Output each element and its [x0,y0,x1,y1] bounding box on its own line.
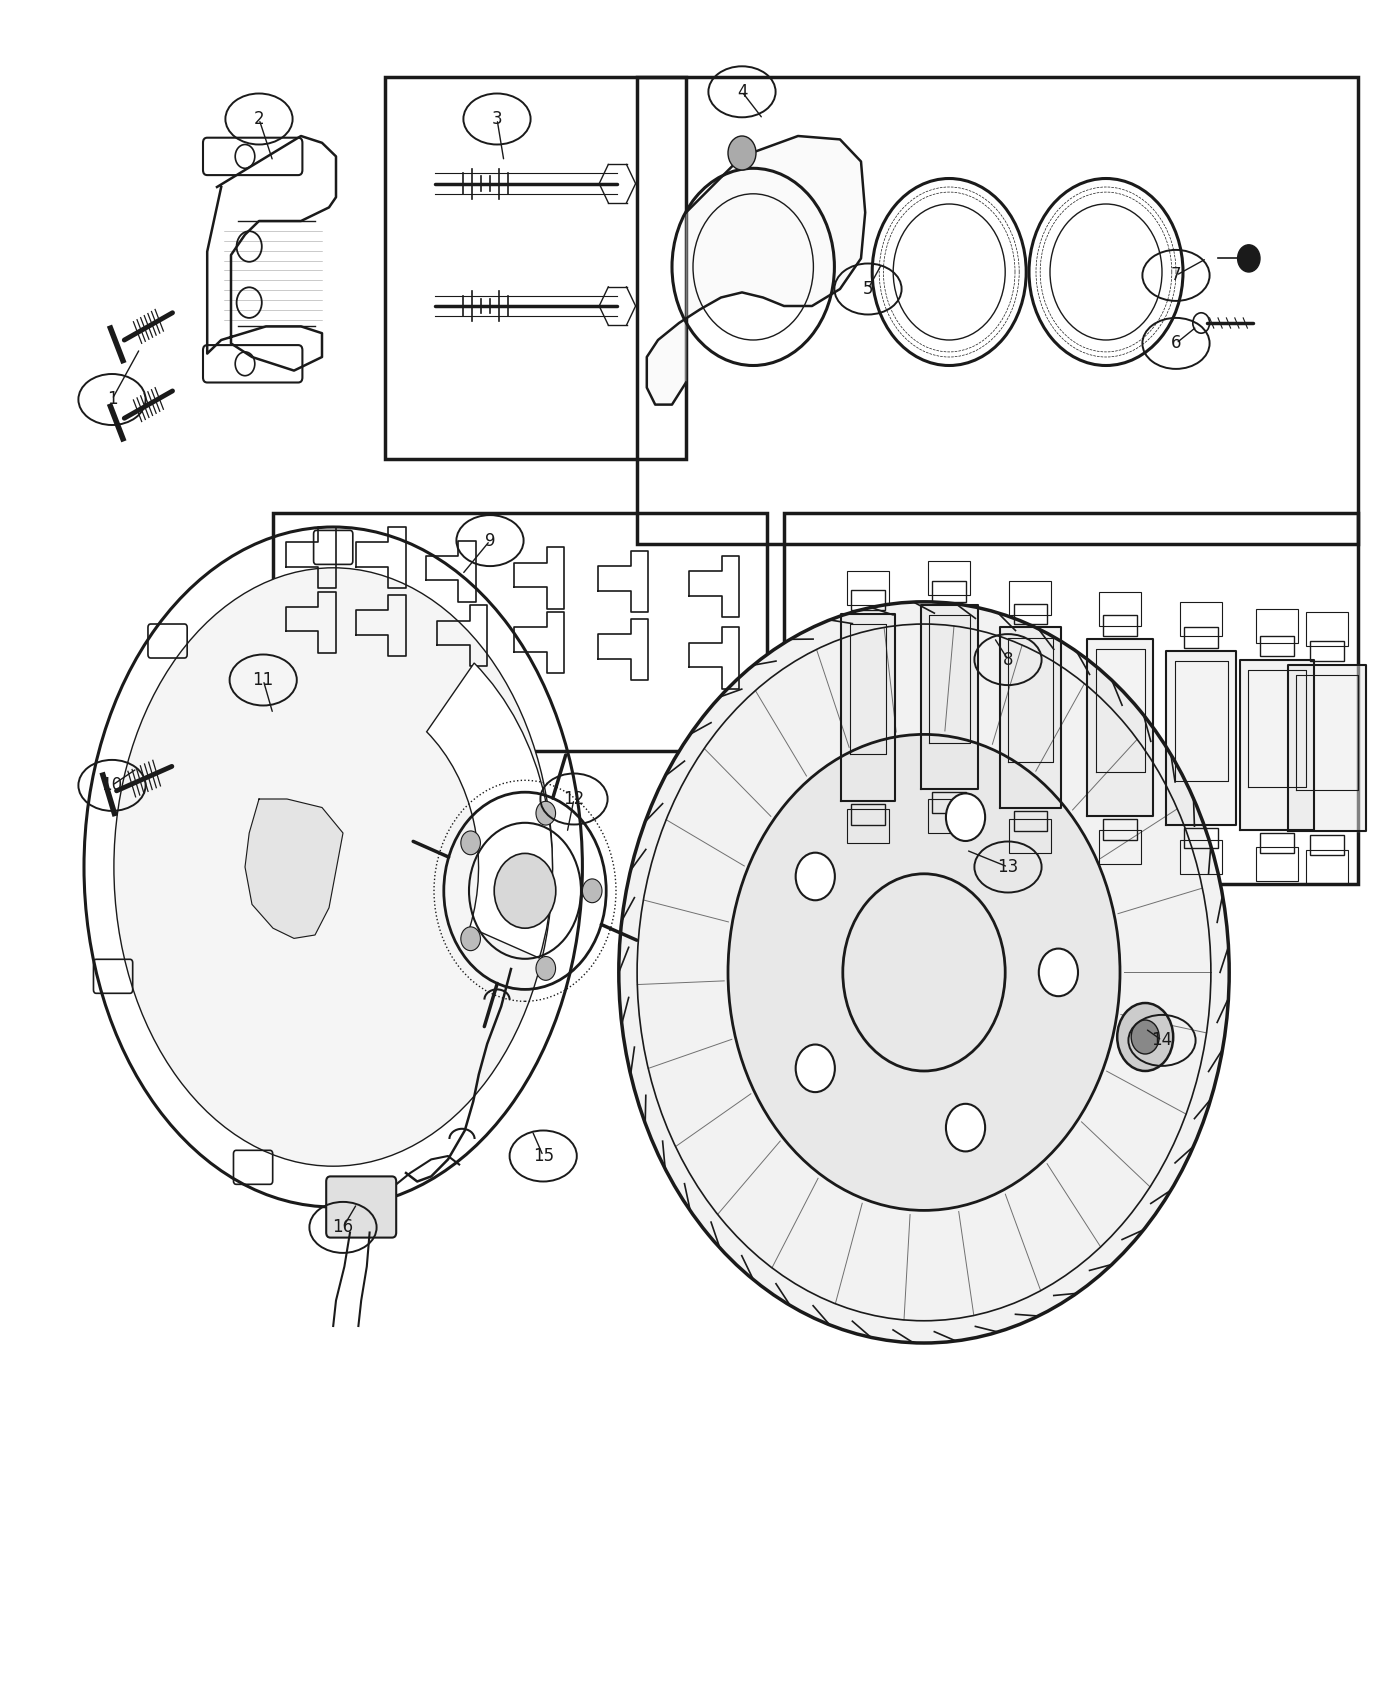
Bar [932,581,966,602]
Bar [1009,581,1051,615]
Bar [1184,828,1218,848]
Bar [273,513,767,751]
Text: 12: 12 [563,790,585,807]
Circle shape [619,602,1229,1343]
Bar [1260,833,1294,853]
Bar [932,792,966,813]
Circle shape [1131,1020,1159,1054]
Bar [851,804,885,824]
Circle shape [536,957,556,981]
Text: 13: 13 [997,858,1019,876]
Bar [847,809,889,843]
Polygon shape [1088,639,1154,816]
Bar [1256,847,1298,881]
Bar [851,590,885,610]
Bar [1256,609,1298,643]
Text: 15: 15 [532,1148,554,1164]
Bar [385,76,686,459]
Circle shape [946,794,986,842]
Circle shape [582,879,602,903]
Circle shape [494,853,556,928]
Text: 5: 5 [862,280,874,297]
Text: 10: 10 [101,777,123,794]
Bar [1099,830,1141,864]
Circle shape [946,1103,986,1151]
Circle shape [795,1044,834,1091]
Polygon shape [1166,651,1236,824]
Bar [1014,811,1047,831]
Bar [1306,612,1348,646]
Bar [1260,636,1294,656]
Ellipse shape [113,568,553,1166]
Text: 11: 11 [252,672,274,688]
Text: 7: 7 [1170,267,1182,284]
Circle shape [795,853,834,901]
Polygon shape [921,605,977,789]
Bar [1310,835,1344,855]
Polygon shape [841,614,895,801]
Bar [847,571,889,605]
Bar [1009,819,1051,853]
Text: 6: 6 [1170,335,1182,352]
Polygon shape [647,136,865,405]
Text: 1: 1 [106,391,118,408]
Circle shape [1238,245,1260,272]
Circle shape [536,801,556,824]
Bar [1310,641,1344,661]
Bar [1306,850,1348,884]
Circle shape [1117,1003,1173,1071]
Text: 3: 3 [491,110,503,128]
Bar [928,799,970,833]
Bar [1103,819,1137,840]
Polygon shape [1000,627,1061,807]
Text: 8: 8 [1002,651,1014,668]
Polygon shape [1240,660,1315,830]
Bar [1014,604,1047,624]
Bar [1180,602,1222,636]
Circle shape [461,831,480,855]
Bar [1184,627,1218,648]
Bar [1103,615,1137,636]
FancyBboxPatch shape [326,1176,396,1238]
Bar [784,513,1358,884]
Text: 16: 16 [332,1219,354,1236]
Text: 9: 9 [484,532,496,549]
Text: 4: 4 [736,83,748,100]
Circle shape [728,136,756,170]
Circle shape [461,927,480,950]
Circle shape [728,734,1120,1210]
Circle shape [1039,949,1078,996]
Bar [637,76,1358,544]
Wedge shape [427,663,553,959]
Polygon shape [1288,665,1366,831]
Polygon shape [245,799,343,938]
Text: 2: 2 [253,110,265,128]
Bar [1180,840,1222,874]
Bar [928,561,970,595]
Bar [1099,592,1141,626]
Text: 14: 14 [1151,1032,1173,1049]
